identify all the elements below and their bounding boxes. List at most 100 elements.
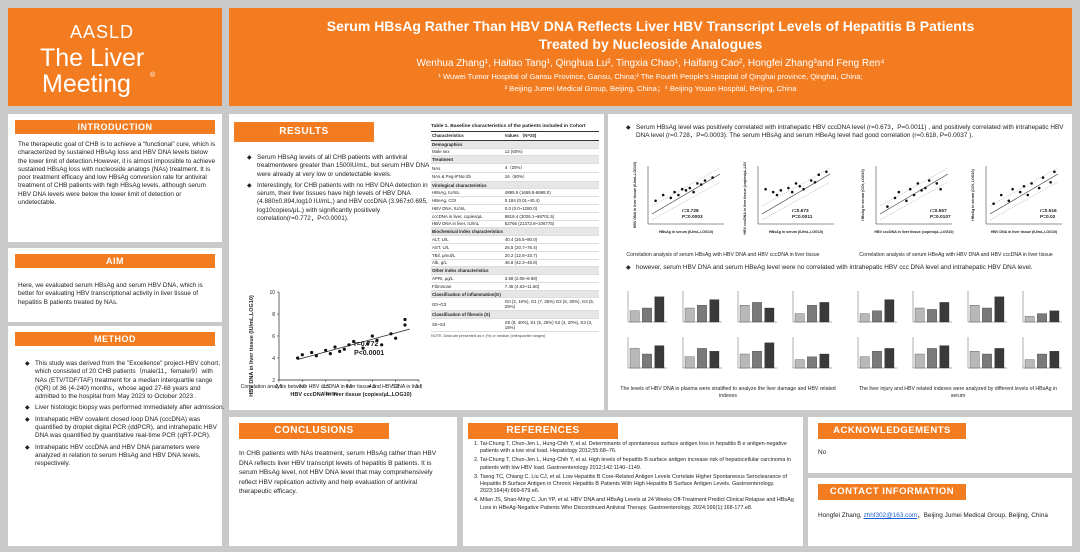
mini-bar (1037, 313, 1047, 323)
table-cell-characteristic: ALT, U/L (431, 235, 504, 244)
mini-bar (807, 356, 817, 369)
scatter-ylabel: HBV DNA in liver tissue (IU/mL,LOG10) (249, 295, 255, 397)
mini-point (939, 187, 942, 191)
table-cell-characteristic: TBil, μmol/L (431, 251, 504, 260)
table-cell-characteristic: G0~G3 (431, 297, 504, 312)
scatter-point (403, 323, 407, 327)
table-row: HBsAg, IU/mL 4895.5 (1658.8-8688.0) (431, 188, 599, 198)
scatter-point (347, 343, 351, 347)
table-cell-characteristic: APRI, μg/L (431, 274, 504, 283)
mini-point (1007, 199, 1011, 203)
table-cell-characteristic: Other index characteristics (431, 266, 504, 276)
mini-point (764, 187, 767, 191)
mini-bar (1037, 353, 1047, 369)
mini-bar (982, 307, 992, 323)
mini-xlabel: HBV cccDNA in liver tissue (copies/μL,LO… (874, 230, 954, 234)
mini-point (1026, 193, 1030, 197)
scatter-y-tick-label: 2 (272, 378, 275, 384)
table-row: G0~G3 G0 (2, 10%), G1 (7, 35%) G2 (6, 30%… (431, 297, 599, 312)
mini-point (1037, 186, 1041, 190)
table-row: NAs & Peg-IFNα-2b 16（80%） (431, 172, 599, 182)
table-cell-characteristic: S0~S3 (431, 318, 504, 332)
contact-heading: CONTACT INFORMATION (818, 484, 966, 500)
method-item: Intrahepatic HBV covalent closed loop DN… (25, 416, 225, 441)
table-cell-value: 0.184 (0.01~40.4) (503, 196, 599, 206)
mini-bar-chart (967, 337, 1007, 369)
scatter-x-tick-label: 3.5 (322, 384, 329, 390)
mini-bar-chart (792, 337, 832, 369)
mini-point (692, 190, 695, 194)
table-row: Fibroscan 7.45 (4.63~11.60) (431, 282, 599, 291)
poster-title-line2: Treated by Nucleoside Analogues (538, 36, 763, 52)
method-panel: METHOD This study was derived from the "… (8, 326, 225, 546)
mini-regression-line (989, 173, 1059, 215)
mini-point (696, 182, 699, 185)
references-panel: REFERENCES Tai-Chung T, Chun-Jen L, Hung… (463, 417, 803, 546)
mini-bar-chart (1022, 337, 1062, 369)
table-row: S0~S3 S0 (8, 40%), S1 (5, 25%) S2 (4, 20%… (431, 318, 599, 332)
mini-point (1049, 180, 1052, 184)
mini-point (669, 196, 673, 200)
scatter-y-tick-label: 10 (269, 290, 275, 296)
mini-point (813, 180, 817, 184)
references-heading: REFERENCES (468, 423, 618, 439)
mini-point (775, 193, 779, 197)
mini-bar (752, 302, 762, 323)
mini-ci-line (879, 181, 949, 221)
mini-bar (629, 348, 640, 369)
logo-panel: AASLD The Liver Meeting ® (8, 8, 222, 106)
hbsag-stratified-bar-charts (848, 288, 1068, 380)
method-item: Liver histologic biopsy was performed im… (25, 404, 225, 413)
scatter-point (375, 338, 379, 342)
reference-item: Tai-Chung T, Chun-Jen L, Hung-Chih Y, et… (480, 457, 806, 471)
mini-point (935, 182, 939, 185)
mini-bar-chart (967, 291, 1007, 323)
mini-bar (794, 359, 805, 369)
scatter-point (314, 354, 318, 358)
mini-point (905, 199, 908, 203)
table-cell-characteristic: Classification of inflammation(G) (431, 290, 504, 299)
reference-item: Tai-Chung T, Chun-Jen L, Hung-Chih Y, et… (480, 441, 806, 455)
scatter-y-tick-label: 6 (272, 334, 275, 340)
caption-hbeag-correlation: Correlation analysis of serum HBeAg with… (859, 252, 1053, 258)
mini-xlabel: HBsAg in serum (IU/mL,LOG10) (659, 230, 714, 234)
mini-bar-chart (857, 337, 897, 369)
mini-scatter-row: HBV DNA in liver tissue (IU/mL,LOG10) HBs… (612, 162, 1068, 246)
scatter-point (352, 339, 356, 344)
conclusions-text: In CHB patients with NAs treatment, seru… (239, 450, 437, 496)
mini-bar (939, 345, 950, 369)
mini-point (1011, 187, 1014, 191)
mini-point (794, 182, 798, 185)
caption-hbv-dna-stratified: The levels of HBV DNA in plasma were str… (620, 386, 836, 399)
mini-regression-line (761, 173, 831, 215)
scatter-p: P<0.0001 (354, 350, 384, 357)
affiliation-1: ¹ Wuwei Tumor Hospital of Gansu Province… (438, 72, 863, 81)
mini-point (927, 179, 931, 182)
scatter-point (333, 345, 337, 349)
mini-bar (629, 310, 640, 323)
table-row: Alb, g/L 46.8 (42.3~48.8) (431, 259, 599, 268)
mini-bar-chart (737, 291, 777, 323)
mini-point (1053, 170, 1056, 174)
table-section-row: Classification of inflammation(G) (431, 290, 599, 299)
mini-bar (1049, 351, 1060, 369)
mini-bar (927, 309, 937, 323)
aim-panel: AIM Here, we evaluated serum HBsAg and s… (8, 248, 222, 322)
table-section-row: Biochemical index characteristics (431, 227, 599, 237)
mini-bar (794, 313, 805, 323)
mini-ci-line (761, 181, 831, 221)
mini-point (1030, 182, 1033, 185)
scatter-point (300, 353, 304, 357)
table-row: TBil, μmol/L 20.2 (12.8~33.7) (431, 251, 599, 260)
caption-hbsag-stratified: The liver injury and HBV related indexes… (859, 386, 1057, 399)
scatter-x-tick-label: 5.0 (392, 384, 399, 390)
mini-bar (697, 305, 707, 323)
method-item: This study was derived from the "Excelle… (25, 360, 225, 401)
mini-bar (914, 353, 925, 369)
mini-point (654, 199, 657, 203)
table-cell-value: 46.8 (42.3~48.8) (503, 259, 599, 268)
introduction-panel: INTRODUCTION The therapeutic goal of CHB… (8, 114, 222, 242)
mini-bar-chart (682, 291, 722, 323)
mini-bar (969, 305, 980, 323)
contact-email-link[interactable]: zhhf302@163.com (863, 512, 918, 519)
